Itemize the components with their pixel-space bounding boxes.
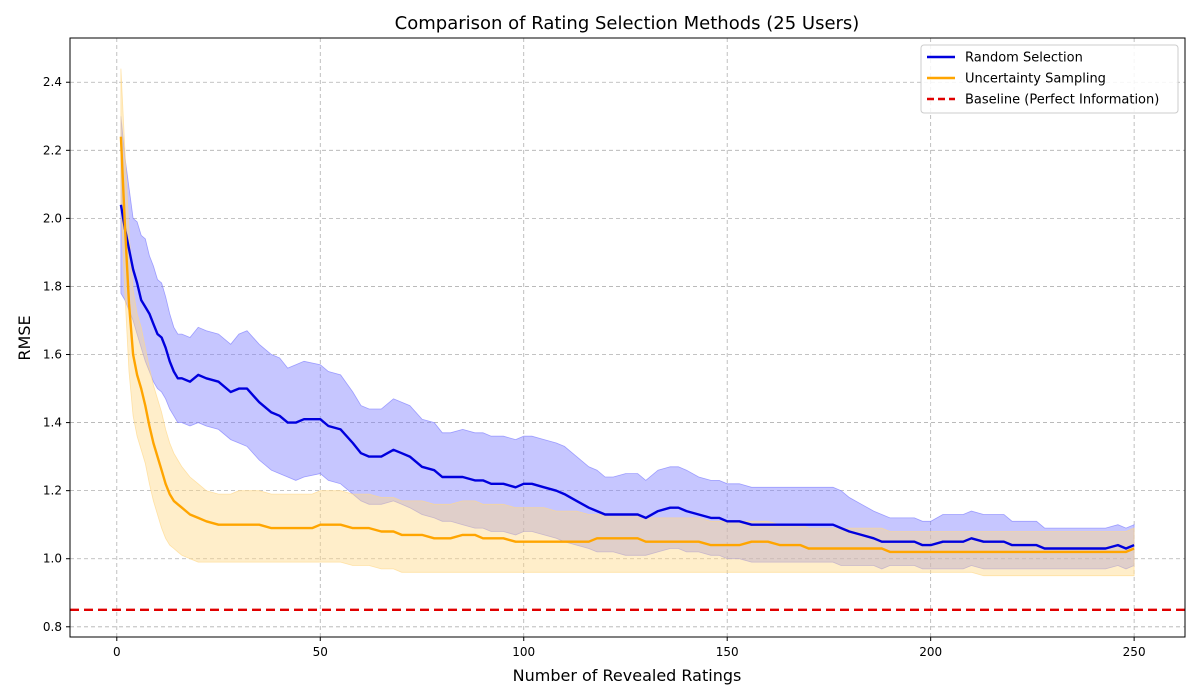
grid [70, 38, 1185, 637]
y-tick-label: 1.4 [43, 416, 62, 430]
y-tick-label: 1.2 [43, 484, 62, 498]
confidence-bands [120, 68, 1135, 577]
plot-area-frame [69, 37, 1186, 638]
x-axis-ticks: 0 50 100 150 200 250 [113, 637, 1146, 659]
legend: Random Selection Uncertainty Sampling Base… [920, 44, 1179, 114]
uncertainty-sampling-line [119, 136, 1135, 554]
legend-label-random-selection: Random Selection [965, 51, 1083, 66]
y-tick-label: 1.6 [43, 348, 62, 362]
x-tick-label: 250 [1123, 645, 1146, 659]
random-selection-line [119, 204, 1135, 550]
y-axis-ticks: 0.8 1.0 1.2 1.4 1.6 1.8 2.0 2.2 2.4 [43, 75, 70, 634]
x-axis-label: Number of Revealed Ratings [513, 666, 742, 685]
y-axis-label: RMSE [15, 315, 34, 360]
legend-label-uncertainty-sampling: Uncertainty Sampling [965, 72, 1106, 87]
x-tick-label: 200 [919, 645, 942, 659]
legend-box [920, 44, 1179, 114]
legend-label-baseline-perfect-information: Baseline (Perfect Information) [965, 93, 1159, 108]
x-tick-label: 100 [512, 645, 535, 659]
y-tick-label: 1.0 [43, 552, 62, 566]
y-tick-label: 1.8 [43, 279, 62, 293]
y-tick-label: 2.4 [43, 75, 62, 89]
chart-title: Comparison of Rating Selection Methods (… [395, 13, 860, 34]
x-tick-label: 0 [113, 645, 121, 659]
y-tick-label: 2.0 [43, 211, 62, 225]
y-tick-label: 0.8 [43, 620, 62, 634]
series-lines [119, 136, 1135, 554]
x-tick-label: 150 [716, 645, 739, 659]
y-tick-label: 2.2 [43, 143, 62, 157]
x-tick-label: 50 [313, 645, 328, 659]
